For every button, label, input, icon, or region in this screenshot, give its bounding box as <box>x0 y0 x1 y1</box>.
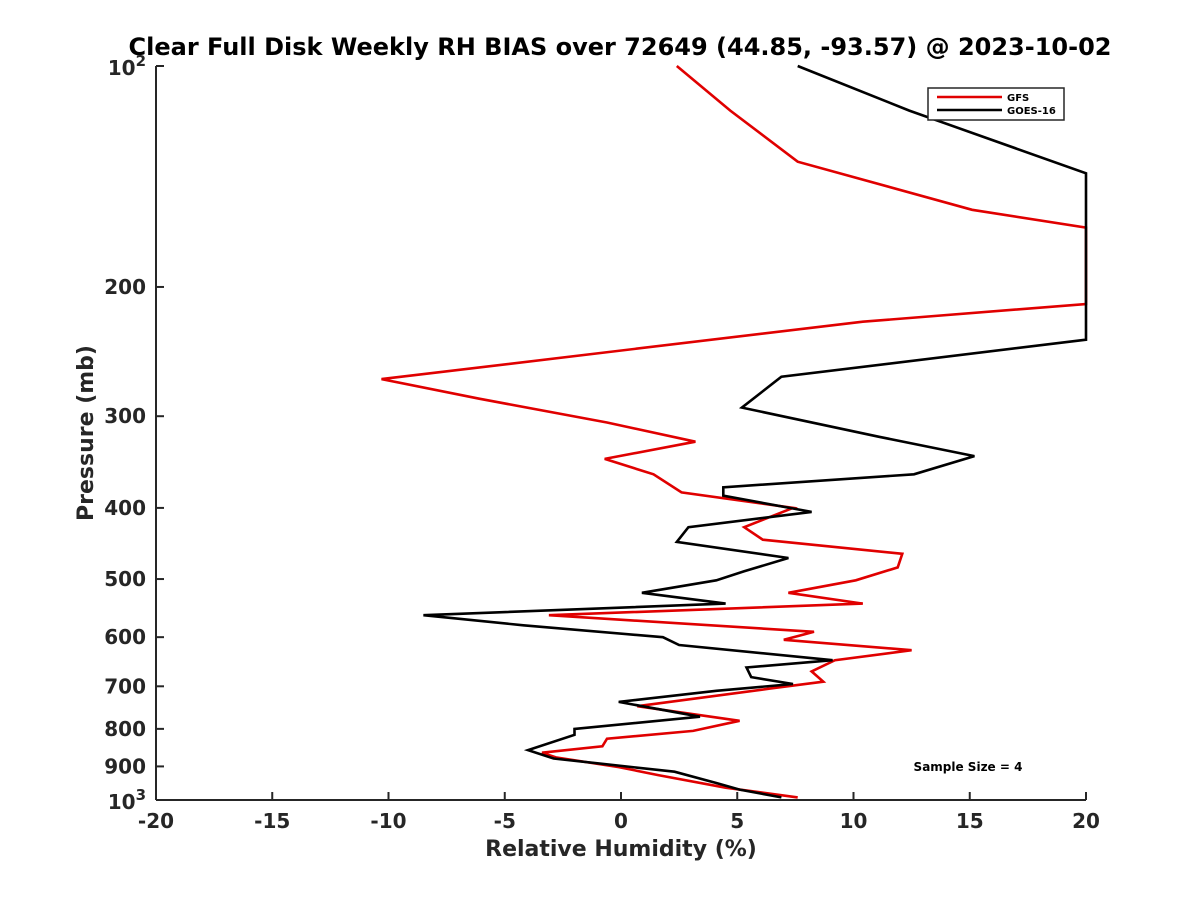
x-tick-label: -20 <box>138 809 174 833</box>
series-layer <box>381 64 1088 799</box>
y-tick-label: 300 <box>104 404 146 428</box>
series-line-goes16 <box>423 64 1088 799</box>
legend-label-goes16: GOES-16 <box>1007 106 1056 117</box>
y-tick-label: 700 <box>104 674 146 698</box>
x-ticks: -20 -15 -10 -5 0 5 10 15 20 <box>138 792 1100 833</box>
x-tick-label: 15 <box>956 809 984 833</box>
x-tick-label: 5 <box>730 809 744 833</box>
y-tick-label: 200 <box>104 275 146 299</box>
x-tick-label: 10 <box>840 809 868 833</box>
y-tick-label: 900 <box>104 754 146 778</box>
legend-box <box>927 87 1065 121</box>
y-axis-label: Pressure (mb) <box>74 345 99 521</box>
x-tick-label: -5 <box>494 809 516 833</box>
y-tick-label: 400 <box>104 496 146 520</box>
legend: GFS GOES-16 <box>927 87 1065 121</box>
x-tick-label: -15 <box>254 809 290 833</box>
x-tick-label: -10 <box>370 809 406 833</box>
y-tick-label: 500 <box>104 567 146 591</box>
y-tick-label: 800 <box>104 717 146 741</box>
legend-label-gfs: GFS <box>1007 93 1029 104</box>
sample-size-annotation: Sample Size = 4 <box>914 760 1023 774</box>
x-axis-label: Relative Humidity (%) <box>485 837 757 862</box>
y-ticks: 102 200 300 400 500 600 700 800 900 103 <box>104 52 164 814</box>
x-tick-label: 20 <box>1072 809 1100 833</box>
chart-title: Clear Full Disk Weekly RH BIAS over 7264… <box>129 33 1112 61</box>
y-tick-label: 103 <box>108 786 146 814</box>
plot-area <box>155 66 1086 801</box>
x-tick-label: 0 <box>614 809 628 833</box>
series-line-gfs <box>381 65 1088 799</box>
y-tick-label: 600 <box>104 625 146 649</box>
y-tick-label: 102 <box>108 52 146 80</box>
